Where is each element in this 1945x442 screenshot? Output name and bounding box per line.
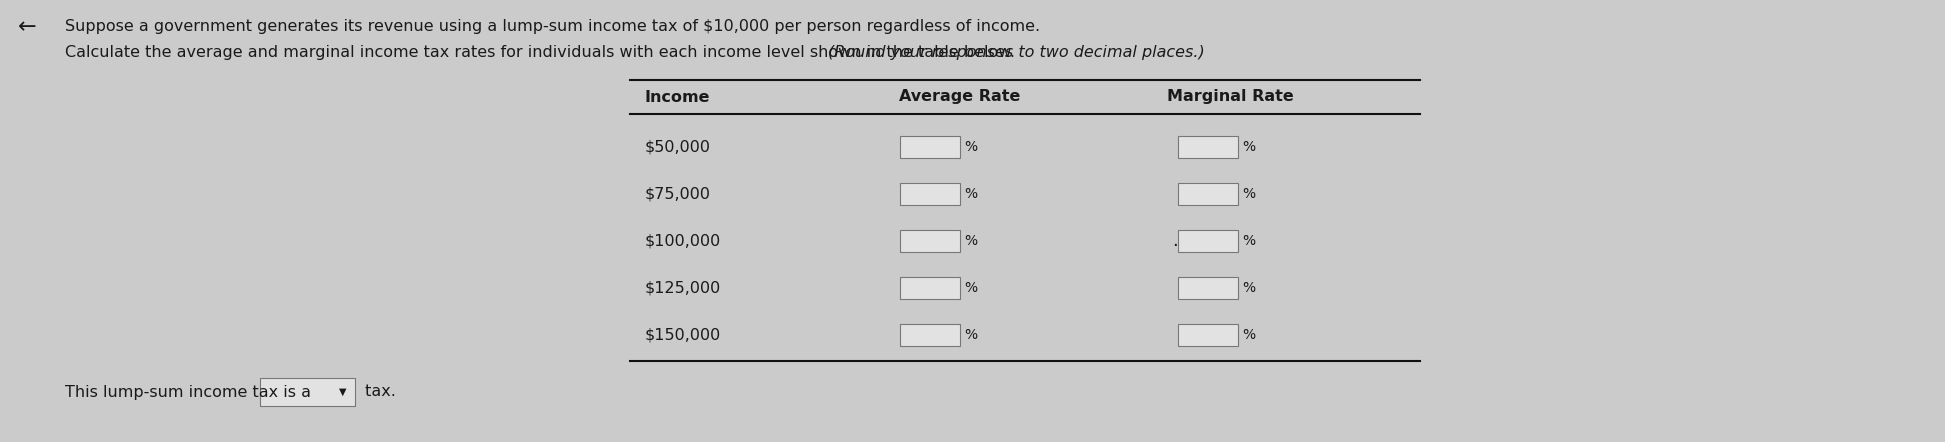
Text: $75,000: $75,000 bbox=[646, 187, 712, 202]
Text: $100,000: $100,000 bbox=[646, 233, 722, 248]
FancyBboxPatch shape bbox=[1179, 183, 1239, 205]
Text: Marginal Rate: Marginal Rate bbox=[1167, 89, 1293, 104]
Text: (Round your responses to two decimal places.): (Round your responses to two decimal pla… bbox=[829, 45, 1204, 60]
Text: %: % bbox=[1243, 187, 1255, 201]
Text: Average Rate: Average Rate bbox=[899, 89, 1021, 104]
Text: .: . bbox=[1173, 232, 1179, 250]
FancyBboxPatch shape bbox=[1179, 136, 1239, 158]
Text: Calculate the average and marginal income tax rates for individuals with each in: Calculate the average and marginal incom… bbox=[64, 45, 1019, 60]
Text: %: % bbox=[965, 140, 976, 154]
FancyBboxPatch shape bbox=[901, 324, 961, 346]
Text: This lump-sum income tax is a: This lump-sum income tax is a bbox=[64, 385, 311, 400]
FancyBboxPatch shape bbox=[261, 378, 356, 406]
Text: %: % bbox=[965, 187, 976, 201]
Text: Suppose a government generates its revenue using a lump-sum income tax of $10,00: Suppose a government generates its reven… bbox=[64, 19, 1041, 34]
Text: $150,000: $150,000 bbox=[646, 328, 722, 343]
Text: %: % bbox=[1243, 328, 1255, 342]
Text: %: % bbox=[1243, 140, 1255, 154]
Text: %: % bbox=[965, 234, 976, 248]
Text: %: % bbox=[1243, 234, 1255, 248]
Text: %: % bbox=[965, 281, 976, 295]
FancyBboxPatch shape bbox=[1179, 324, 1239, 346]
FancyBboxPatch shape bbox=[901, 230, 961, 252]
Text: Income: Income bbox=[646, 89, 710, 104]
Text: ←: ← bbox=[18, 17, 37, 37]
FancyBboxPatch shape bbox=[901, 183, 961, 205]
Text: $125,000: $125,000 bbox=[646, 281, 722, 296]
Text: %: % bbox=[965, 328, 976, 342]
FancyBboxPatch shape bbox=[901, 277, 961, 299]
Text: %: % bbox=[1243, 281, 1255, 295]
FancyBboxPatch shape bbox=[1179, 230, 1239, 252]
Text: tax.: tax. bbox=[360, 385, 397, 400]
Text: $50,000: $50,000 bbox=[646, 140, 712, 155]
FancyBboxPatch shape bbox=[901, 136, 961, 158]
Text: ▼: ▼ bbox=[338, 387, 346, 397]
FancyBboxPatch shape bbox=[1179, 277, 1239, 299]
